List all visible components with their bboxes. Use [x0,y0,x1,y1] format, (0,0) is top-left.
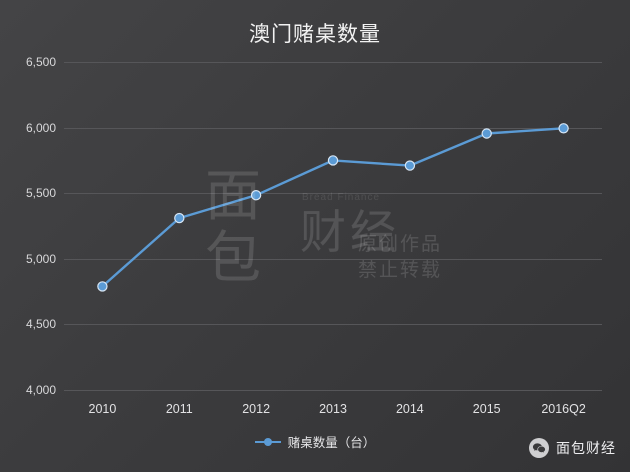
y-axis-tick-label: 6,500 [25,55,56,69]
data-point [327,155,339,166]
gridline [64,390,602,391]
x-axis-tick-label: 2012 [242,402,271,416]
wechat-icon [529,438,549,458]
data-point [97,281,108,292]
x-axis-tick-label: 2016Q2 [541,402,586,416]
data-point [174,212,185,224]
legend-label: 赌桌数量（台） [287,436,376,450]
data-point [481,128,492,139]
chart-legend: 赌桌数量（台） [0,432,630,451]
y-axis-tick-label: 5,000 [25,251,56,266]
chart-title: 澳门赌桌数量 [249,23,381,46]
legend-swatch [254,437,281,446]
line-series [97,123,569,292]
data-point [558,123,569,134]
wechat-badge: 面包财经 [529,438,616,458]
wechat-label: 面包财经 [556,440,616,456]
plot-area: 4,000 4,500 5,000 5,500 6,000 6,500 2010 2011 2… [26,55,602,416]
x-axis-tick-label: 2014 [395,402,424,416]
data-point [404,160,416,171]
gridline [64,127,602,129]
y-axis-tick-label: 5,500 [25,186,56,201]
gridline [64,258,602,260]
gridline [64,193,602,195]
x-axis-tick-label: 2015 [472,402,501,416]
gridline [64,62,602,63]
x-axis-tick-label: 2013 [319,402,347,416]
y-axis-tick-label: 4,500 [25,317,56,332]
gridline [64,324,602,326]
x-axis-tick-label: 2010 [88,402,117,416]
y-axis-tick-label: 6,000 [25,120,56,135]
data-point [250,189,262,201]
x-axis-tick-label: 2011 [165,402,193,416]
series-line [101,127,564,288]
y-axis-tick-label: 4,000 [25,383,56,397]
